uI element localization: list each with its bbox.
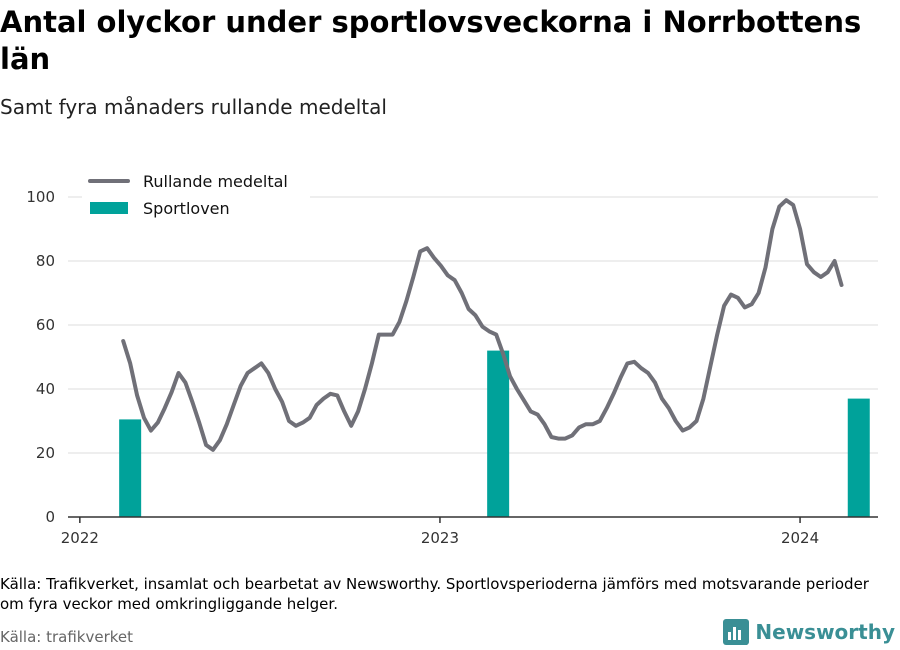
legend-background xyxy=(82,166,310,224)
grid-lines xyxy=(68,196,878,454)
x-tick-label: 2023 xyxy=(421,529,459,547)
chart-title: Antal olyckor under sportlovsveckorna i … xyxy=(0,5,862,76)
sportlov-bar xyxy=(487,350,510,517)
y-axis: 0 20 40 60 80 100 xyxy=(26,188,55,526)
sportlov-bar xyxy=(847,398,870,517)
newsworthy-brand: Newsworthy xyxy=(723,619,895,645)
sportlov-bars xyxy=(119,350,870,517)
source-label: Källa: trafikverket xyxy=(0,628,134,646)
y-tick-label: 100 xyxy=(26,188,55,206)
sportlov-bar xyxy=(119,419,142,517)
legend-label-line: Rullande medeltal xyxy=(143,172,288,191)
legend-bar-swatch xyxy=(90,202,128,214)
source-note: Källa: Trafikverket, insamlat och bearbe… xyxy=(0,575,869,613)
x-axis: 2022 2023 2024 xyxy=(61,516,878,547)
legend: Rullande medeltal Sportloven xyxy=(82,166,310,224)
y-tick-label: 40 xyxy=(36,380,55,398)
chart-subtitle: Samt fyra månaders rullande medeltal xyxy=(0,95,387,119)
y-tick-label: 80 xyxy=(36,252,55,270)
y-tick-label: 60 xyxy=(36,316,55,334)
x-tick-label: 2022 xyxy=(61,529,99,547)
accident-chart: 2022 2023 2024 0 20 40 60 80 100 Rullande medel… xyxy=(26,166,878,547)
x-tick-label: 2024 xyxy=(781,529,819,547)
legend-label-bar: Sportloven xyxy=(143,199,230,218)
y-tick-label: 0 xyxy=(45,508,55,526)
y-tick-label: 20 xyxy=(36,444,55,462)
rolling-average-line xyxy=(121,198,844,452)
bar-chart-logo-icon xyxy=(723,619,750,645)
brand-name: Newsworthy xyxy=(755,620,895,644)
